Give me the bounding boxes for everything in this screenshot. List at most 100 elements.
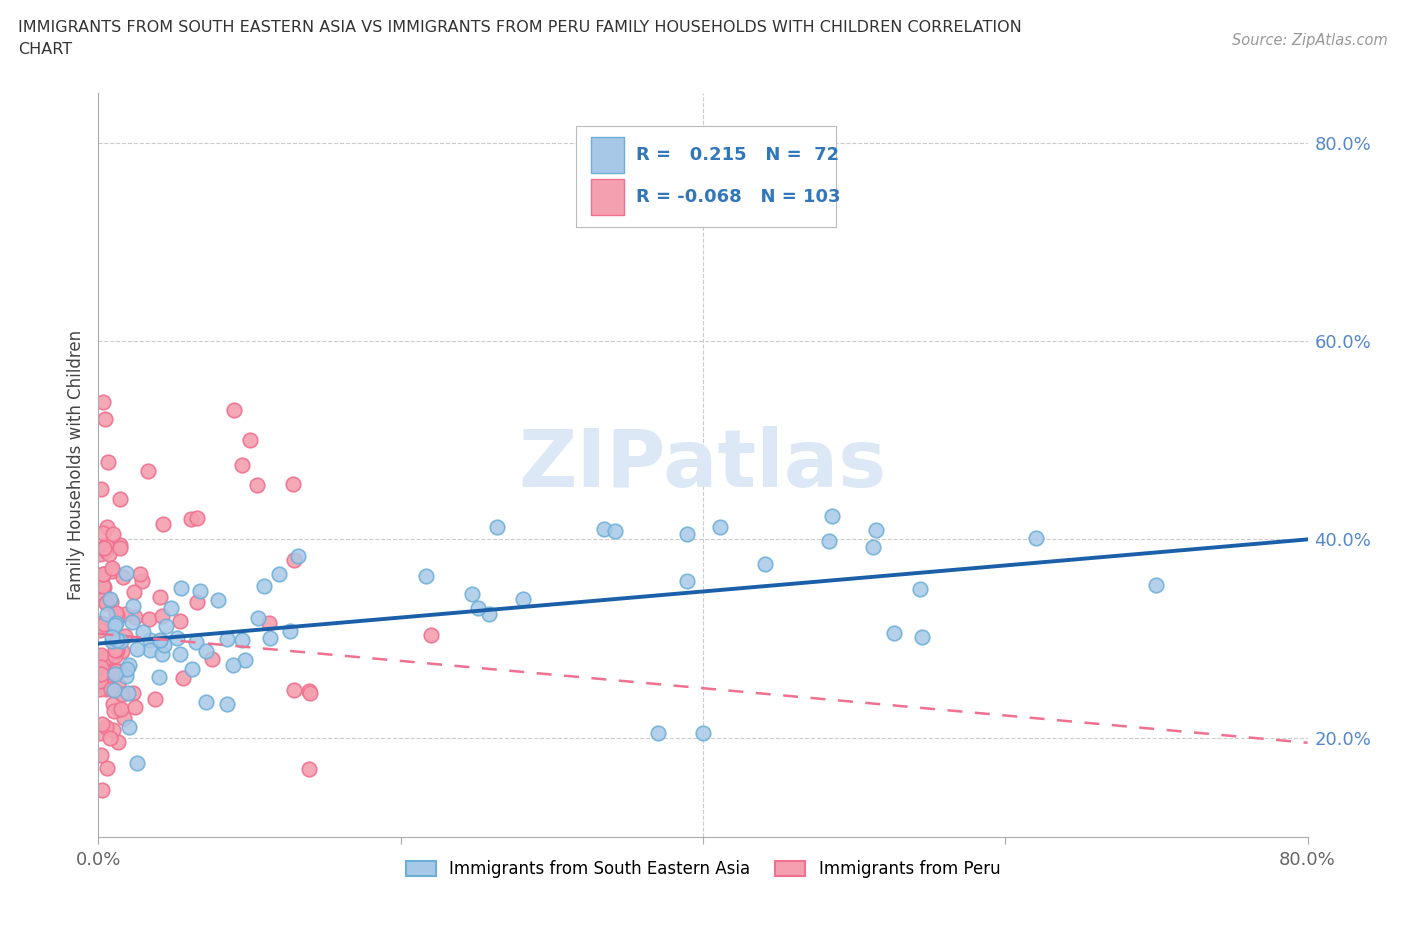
Point <box>136 463 159 478</box>
Point <box>129 566 152 581</box>
Point <box>100 682 122 697</box>
Point <box>90 667 112 682</box>
Point <box>98 730 121 745</box>
Point <box>180 512 202 526</box>
Point <box>139 632 162 647</box>
Point <box>1024 530 1046 545</box>
FancyBboxPatch shape <box>576 126 837 227</box>
Point <box>172 671 194 685</box>
Point <box>90 647 112 662</box>
Point <box>153 638 176 653</box>
Point <box>217 697 239 711</box>
Point <box>149 633 172 648</box>
Point <box>138 612 160 627</box>
Point <box>111 686 134 701</box>
Point <box>91 570 114 585</box>
Point <box>512 591 534 606</box>
Point <box>100 652 122 667</box>
Point <box>93 579 115 594</box>
Point <box>118 719 141 734</box>
Text: IMMIGRANTS FROM SOUTH EASTERN ASIA VS IMMIGRANTS FROM PERU FAMILY HOUSEHOLDS WIT: IMMIGRANTS FROM SOUTH EASTERN ASIA VS IM… <box>18 20 1022 35</box>
Point <box>115 669 138 684</box>
Legend: Immigrants from South Eastern Asia, Immigrants from Peru: Immigrants from South Eastern Asia, Immi… <box>399 853 1007 884</box>
Point <box>89 673 111 688</box>
Point <box>90 659 112 674</box>
Point <box>911 630 934 644</box>
Point <box>91 526 114 541</box>
Point <box>194 644 217 658</box>
Point <box>93 617 115 631</box>
Point <box>139 643 162 658</box>
Point <box>110 538 132 552</box>
Point <box>155 618 177 633</box>
Point <box>150 608 173 623</box>
Point <box>181 662 204 677</box>
Point <box>485 519 508 534</box>
Point <box>110 633 132 648</box>
Point <box>89 726 111 741</box>
Point <box>96 761 118 776</box>
Point <box>94 651 117 666</box>
Point <box>114 629 136 644</box>
Point <box>107 735 129 750</box>
Point <box>239 432 262 447</box>
Point <box>91 566 114 581</box>
Point <box>101 630 124 644</box>
Point <box>159 600 181 615</box>
Point <box>101 526 124 541</box>
Point <box>125 756 148 771</box>
Point <box>201 652 224 667</box>
Point <box>415 569 437 584</box>
Point <box>148 670 170 684</box>
FancyBboxPatch shape <box>591 137 624 173</box>
Point <box>108 664 131 679</box>
Point <box>105 643 128 658</box>
Point <box>188 583 211 598</box>
Point <box>149 590 172 604</box>
Point <box>224 403 246 418</box>
Point <box>105 632 128 647</box>
Point <box>152 517 174 532</box>
Point <box>149 632 172 647</box>
Point <box>112 569 135 584</box>
Point <box>101 697 124 711</box>
Point <box>169 614 191 629</box>
Point <box>166 631 188 645</box>
Point <box>278 624 301 639</box>
Point <box>593 521 616 536</box>
Point <box>281 477 304 492</box>
Point <box>298 684 321 698</box>
Point <box>93 566 115 581</box>
Point <box>131 574 153 589</box>
Point <box>112 711 135 725</box>
Point <box>269 567 291 582</box>
Point <box>96 520 118 535</box>
Point <box>89 667 111 682</box>
Point <box>94 412 117 427</box>
Point <box>104 643 127 658</box>
Point <box>110 701 132 716</box>
Point <box>94 544 117 559</box>
Point <box>90 716 112 731</box>
Point <box>184 634 207 649</box>
Point <box>692 725 714 740</box>
Point <box>709 520 731 535</box>
Point <box>121 685 143 700</box>
Point <box>883 626 905 641</box>
Point <box>253 578 276 593</box>
Point <box>298 762 321 777</box>
Point <box>107 701 129 716</box>
Point <box>97 455 120 470</box>
Point <box>186 511 208 525</box>
Point <box>283 683 305 698</box>
Point <box>90 616 112 631</box>
Point <box>98 591 121 606</box>
Point <box>287 549 309 564</box>
Point <box>101 633 124 648</box>
Point <box>124 610 146 625</box>
Point <box>246 477 269 492</box>
Point <box>90 482 112 497</box>
Point <box>115 565 138 580</box>
Point <box>754 557 776 572</box>
Point <box>108 491 131 506</box>
